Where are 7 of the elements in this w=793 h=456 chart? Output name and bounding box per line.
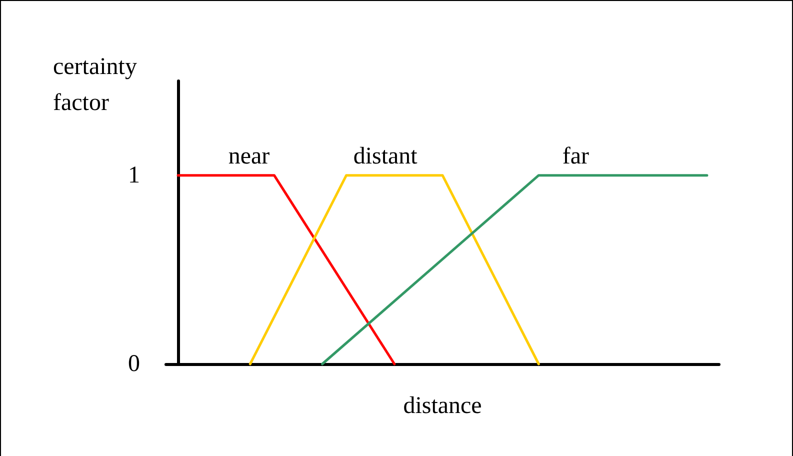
y-axis-title: certainty factor bbox=[53, 54, 143, 116]
y-tick-label: 1 bbox=[128, 162, 140, 188]
series-label: far bbox=[562, 143, 589, 170]
series-label: distant bbox=[353, 143, 418, 170]
x-axis-title: distance bbox=[403, 393, 482, 419]
series-label: near bbox=[228, 143, 270, 170]
y-tick-label: 0 bbox=[128, 351, 140, 377]
